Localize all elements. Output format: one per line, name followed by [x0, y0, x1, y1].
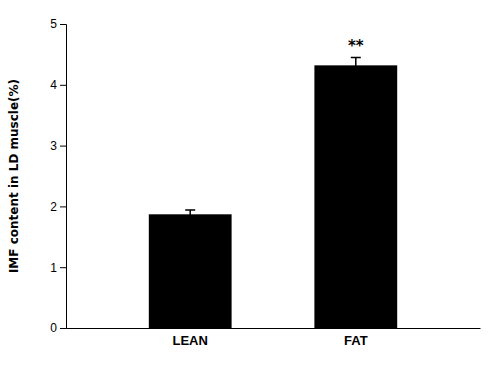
tick-mark	[60, 146, 66, 147]
x-axis: LEAN FAT	[67, 329, 481, 349]
tick-label: 2	[50, 200, 57, 214]
tick-label: FAT	[344, 333, 368, 348]
tick-label: 0	[50, 321, 57, 335]
tick-label: 1	[50, 261, 57, 275]
tick-mark	[60, 24, 66, 25]
tick-mark	[60, 267, 66, 268]
y-axis: 0 1 2 3 4 5	[50, 17, 66, 335]
tick-mark	[60, 85, 66, 86]
tick-label: 3	[50, 139, 57, 153]
tick-mark	[60, 206, 66, 207]
y-tick: 5	[50, 17, 66, 31]
bar	[149, 214, 232, 328]
y-tick: 3	[50, 139, 66, 153]
chart-container: 0 1 2 3 4 5 LEAN FAT IMF content in LD muscle(%)…	[0, 0, 500, 368]
x-tick: LEAN	[173, 333, 208, 348]
plot-area	[149, 57, 397, 328]
tick-label: 5	[50, 17, 57, 31]
error-bar	[351, 57, 361, 73]
x-tick: FAT	[344, 333, 368, 348]
y-tick: 4	[50, 78, 66, 92]
axis-line	[60, 25, 67, 329]
y-tick: 2	[50, 200, 66, 214]
error-bar	[185, 210, 195, 219]
bar	[314, 65, 397, 328]
y-axis-title: IMF content in LD muscle(%)	[7, 79, 21, 273]
axis-line	[67, 328, 481, 329]
y-tick: 0	[50, 321, 66, 335]
tick-label: LEAN	[173, 333, 208, 348]
tick-label: 4	[50, 78, 57, 92]
chart: 0 1 2 3 4 5 LEAN FAT IMF content in LD muscle(%)…	[0, 0, 500, 368]
tick-mark	[60, 328, 66, 329]
y-tick: 1	[50, 261, 66, 275]
annotation: **	[348, 37, 364, 55]
